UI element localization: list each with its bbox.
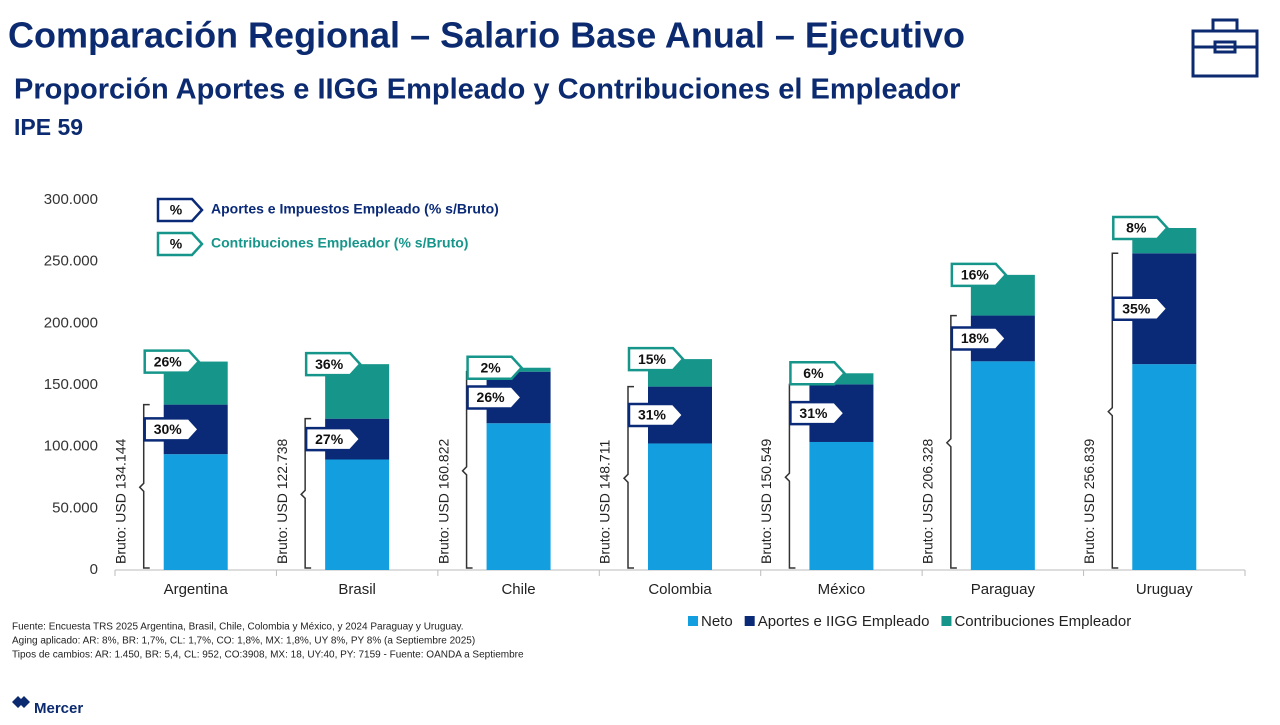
footnote: Aging aplicado: AR: 8%, BR: 1,7%, CL: 1,… bbox=[12, 636, 475, 647]
y-tick-label: 50.000 bbox=[52, 499, 98, 516]
y-tick-label: 0 bbox=[90, 561, 98, 578]
aportes-label-box bbox=[950, 326, 1008, 351]
contrib-label-box bbox=[627, 346, 685, 372]
aportes-label: 18% bbox=[961, 330, 990, 346]
contrib-label: 2% bbox=[480, 359, 501, 375]
footnotes: Fuente: Encuesta TRS 2025 Argentina, Bra… bbox=[12, 622, 524, 661]
subtitle-2: IPE 59 bbox=[14, 114, 83, 140]
inner-legend-symbol-box bbox=[156, 197, 204, 223]
inner-legend-symbol: % bbox=[170, 236, 183, 252]
x-tick-label: Chile bbox=[501, 581, 535, 598]
bar-segment bbox=[970, 361, 1035, 570]
bruto-label: Bruto: USD 256.839 bbox=[1081, 438, 1097, 564]
subtitle: Proporción Aportes e IIGG Empleado y Con… bbox=[14, 74, 960, 106]
aportes-label-box bbox=[789, 400, 847, 426]
y-tick-label: 200.000 bbox=[44, 314, 98, 331]
aportes-label-box bbox=[1112, 296, 1169, 321]
x-tick-label: Colombia bbox=[648, 581, 712, 598]
contrib-label: 26% bbox=[154, 353, 183, 369]
aportes-label: 26% bbox=[477, 389, 506, 405]
x-tick-label: Uruguay bbox=[1136, 581, 1193, 598]
contrib-label-box bbox=[950, 262, 1008, 288]
aportes-label: 27% bbox=[315, 431, 344, 447]
bar-segment bbox=[809, 441, 874, 570]
chart: 0 50.000 100.000 150.000 200.000 250.000 300.0… bbox=[44, 191, 1246, 630]
legend-swatch bbox=[688, 616, 698, 626]
inner-legend-text: Aportes e Impuestos Empleado (% s/Bruto) bbox=[211, 201, 499, 217]
y-tick-label: 150.000 bbox=[44, 376, 98, 393]
aportes-label-box bbox=[627, 402, 685, 428]
bar-segment bbox=[486, 423, 551, 570]
bar-segment bbox=[163, 454, 228, 570]
y-tick-label: 100.000 bbox=[44, 438, 98, 455]
bruto-label: Bruto: USD 150.549 bbox=[758, 438, 774, 564]
legend-swatch bbox=[941, 616, 952, 626]
bruto-bracket bbox=[300, 417, 312, 569]
bruto-label: Bruto: USD 134.144 bbox=[112, 438, 128, 564]
contrib-label-box bbox=[143, 349, 201, 374]
inner-legend-symbol: % bbox=[170, 202, 183, 218]
legend-swatch bbox=[744, 616, 755, 626]
contrib-label: 16% bbox=[961, 267, 990, 283]
footnote: Fuente: Encuesta TRS 2025 Argentina, Bra… bbox=[12, 622, 464, 633]
x-tick-label: Argentina bbox=[164, 581, 229, 598]
bar-segment bbox=[325, 459, 390, 570]
logo: Mercer bbox=[12, 696, 83, 717]
contrib-label-box bbox=[466, 355, 524, 380]
aportes-label: 30% bbox=[154, 421, 183, 437]
bruto-label: Bruto: USD 148.711 bbox=[597, 440, 613, 564]
bruto-bracket bbox=[1107, 252, 1119, 569]
bruto-label: Bruto: USD 160.822 bbox=[435, 438, 451, 564]
footnote: Tipos de cambios: AR: 1.450, BR: 5,4, CL… bbox=[12, 650, 524, 661]
legend-label: Neto bbox=[701, 613, 733, 630]
aportes-label: 31% bbox=[799, 405, 828, 421]
contrib-label: 8% bbox=[1126, 220, 1147, 236]
aportes-label-box bbox=[143, 417, 201, 442]
bar-segment bbox=[809, 373, 874, 385]
bar-segment bbox=[1132, 364, 1197, 570]
y-tick-label: 300.000 bbox=[44, 191, 98, 208]
bruto-label: Bruto: USD 122.738 bbox=[274, 438, 290, 564]
contrib-label: 36% bbox=[315, 356, 344, 372]
bruto-bracket bbox=[622, 385, 634, 569]
x-tick-label: Brasil bbox=[338, 581, 376, 598]
legend-label: Aportes e IIGG Empleado bbox=[758, 613, 930, 630]
aportes-label: 31% bbox=[638, 407, 667, 423]
contrib-label-box bbox=[789, 361, 847, 386]
y-tick-label: 250.000 bbox=[44, 253, 98, 270]
bruto-bracket bbox=[945, 314, 957, 569]
contrib-label-box bbox=[304, 351, 362, 377]
aportes-label: 35% bbox=[1122, 300, 1151, 316]
bruto-bracket bbox=[138, 403, 150, 569]
title: Comparación Regional – Salario Base Anua… bbox=[8, 15, 965, 56]
inner-legend-symbol-box bbox=[156, 231, 204, 257]
aportes-label-box bbox=[466, 385, 524, 410]
legend-label: Contribuciones Empleador bbox=[954, 613, 1131, 630]
contrib-label-box bbox=[1112, 215, 1169, 241]
inner-legend-text: Contribuciones Empleador (% s/Bruto) bbox=[211, 235, 468, 251]
contrib-label: 15% bbox=[638, 351, 667, 367]
bar-segment bbox=[648, 443, 712, 570]
aportes-label-box bbox=[304, 426, 362, 452]
briefcase-icon bbox=[1191, 18, 1259, 78]
x-tick-label: Paraguay bbox=[971, 581, 1036, 598]
bruto-label: Bruto: USD 206.328 bbox=[920, 438, 936, 564]
logo-text: Mercer bbox=[34, 700, 83, 717]
x-tick-label: México bbox=[818, 581, 866, 598]
contrib-label: 6% bbox=[803, 365, 824, 381]
